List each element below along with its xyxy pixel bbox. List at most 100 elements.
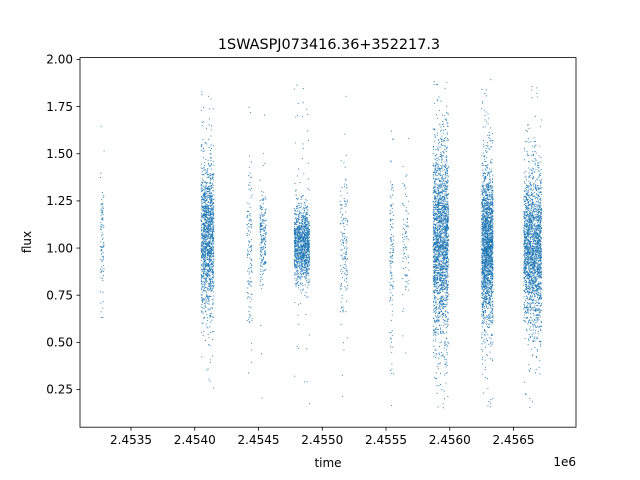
data-point	[299, 222, 301, 224]
data-point	[343, 218, 345, 220]
data-point	[446, 289, 448, 291]
data-point	[345, 250, 347, 252]
data-point	[200, 252, 203, 254]
data-point	[101, 249, 103, 251]
data-point	[432, 174, 434, 176]
data-point	[205, 235, 207, 237]
data-point	[247, 249, 249, 251]
data-point	[298, 231, 300, 233]
data-point	[443, 247, 445, 249]
data-point	[441, 213, 443, 215]
data-point	[208, 344, 210, 346]
data-point	[441, 166, 443, 168]
data-point	[202, 251, 204, 253]
data-point	[250, 223, 252, 225]
data-point	[296, 248, 298, 250]
data-point	[440, 165, 442, 167]
data-point	[392, 281, 395, 283]
data-point	[202, 286, 204, 288]
data-point	[251, 248, 253, 250]
data-point	[249, 277, 251, 279]
data-point	[210, 197, 213, 200]
data-point	[246, 235, 248, 237]
data-point	[390, 278, 392, 280]
data-point	[433, 298, 435, 300]
data-point	[260, 276, 262, 278]
data-point	[407, 256, 409, 258]
data-point	[447, 341, 449, 343]
data-point	[250, 246, 252, 248]
data-point	[261, 259, 264, 261]
data-point	[434, 167, 436, 169]
data-point	[441, 160, 443, 162]
data-point	[434, 204, 436, 207]
data-point	[408, 269, 410, 271]
data-point	[441, 192, 443, 194]
data-point	[260, 215, 262, 217]
data-point	[247, 244, 250, 246]
data-point	[443, 208, 445, 210]
data-point	[202, 283, 204, 285]
data-point	[392, 248, 394, 250]
data-point	[209, 204, 212, 206]
data-point	[208, 220, 210, 222]
data-point	[248, 240, 250, 242]
data-point	[210, 315, 212, 318]
data-point	[403, 204, 405, 207]
data-point	[298, 242, 300, 244]
data-point	[261, 229, 263, 231]
data-point	[202, 190, 204, 192]
data-point	[433, 182, 435, 184]
data-point	[301, 214, 303, 216]
data-point	[391, 207, 393, 209]
data-point	[260, 353, 262, 355]
data-point	[101, 210, 103, 212]
data-point	[209, 180, 211, 182]
data-point	[344, 232, 346, 235]
data-point	[100, 226, 102, 228]
data-point	[444, 267, 446, 269]
data-point	[406, 236, 408, 238]
data-point	[204, 189, 206, 191]
data-point	[306, 381, 308, 383]
data-point	[294, 234, 296, 236]
data-point	[210, 213, 212, 215]
data-point	[402, 237, 404, 239]
data-point	[440, 143, 442, 145]
data-point	[392, 138, 394, 140]
data-point	[301, 239, 303, 241]
data-point	[439, 208, 441, 210]
data-point	[341, 255, 343, 257]
data-point	[208, 264, 210, 266]
data-point	[263, 247, 265, 249]
data-point	[246, 202, 248, 204]
data-point	[346, 271, 348, 273]
data-point	[205, 185, 207, 187]
data-point	[438, 168, 440, 170]
data-point	[405, 195, 407, 197]
data-point	[250, 161, 252, 163]
data-point	[206, 219, 208, 221]
data-point	[262, 215, 264, 217]
data-point	[433, 292, 435, 294]
data-point	[307, 265, 309, 267]
data-point	[447, 318, 449, 320]
data-point	[439, 168, 441, 170]
data-point	[210, 321, 212, 323]
data-point	[206, 289, 208, 291]
data-point	[433, 345, 435, 347]
data-point	[445, 271, 447, 273]
data-point	[204, 192, 207, 194]
data-point	[201, 283, 203, 285]
data-point	[262, 207, 264, 209]
data-point	[294, 240, 296, 242]
data-point	[444, 274, 446, 276]
data-point	[340, 204, 342, 206]
data-point	[436, 184, 438, 186]
data-point	[389, 260, 391, 262]
data-point	[341, 232, 343, 234]
data-point	[247, 281, 249, 283]
data-point	[260, 219, 262, 221]
data-point	[201, 188, 203, 190]
data-point	[208, 162, 210, 164]
